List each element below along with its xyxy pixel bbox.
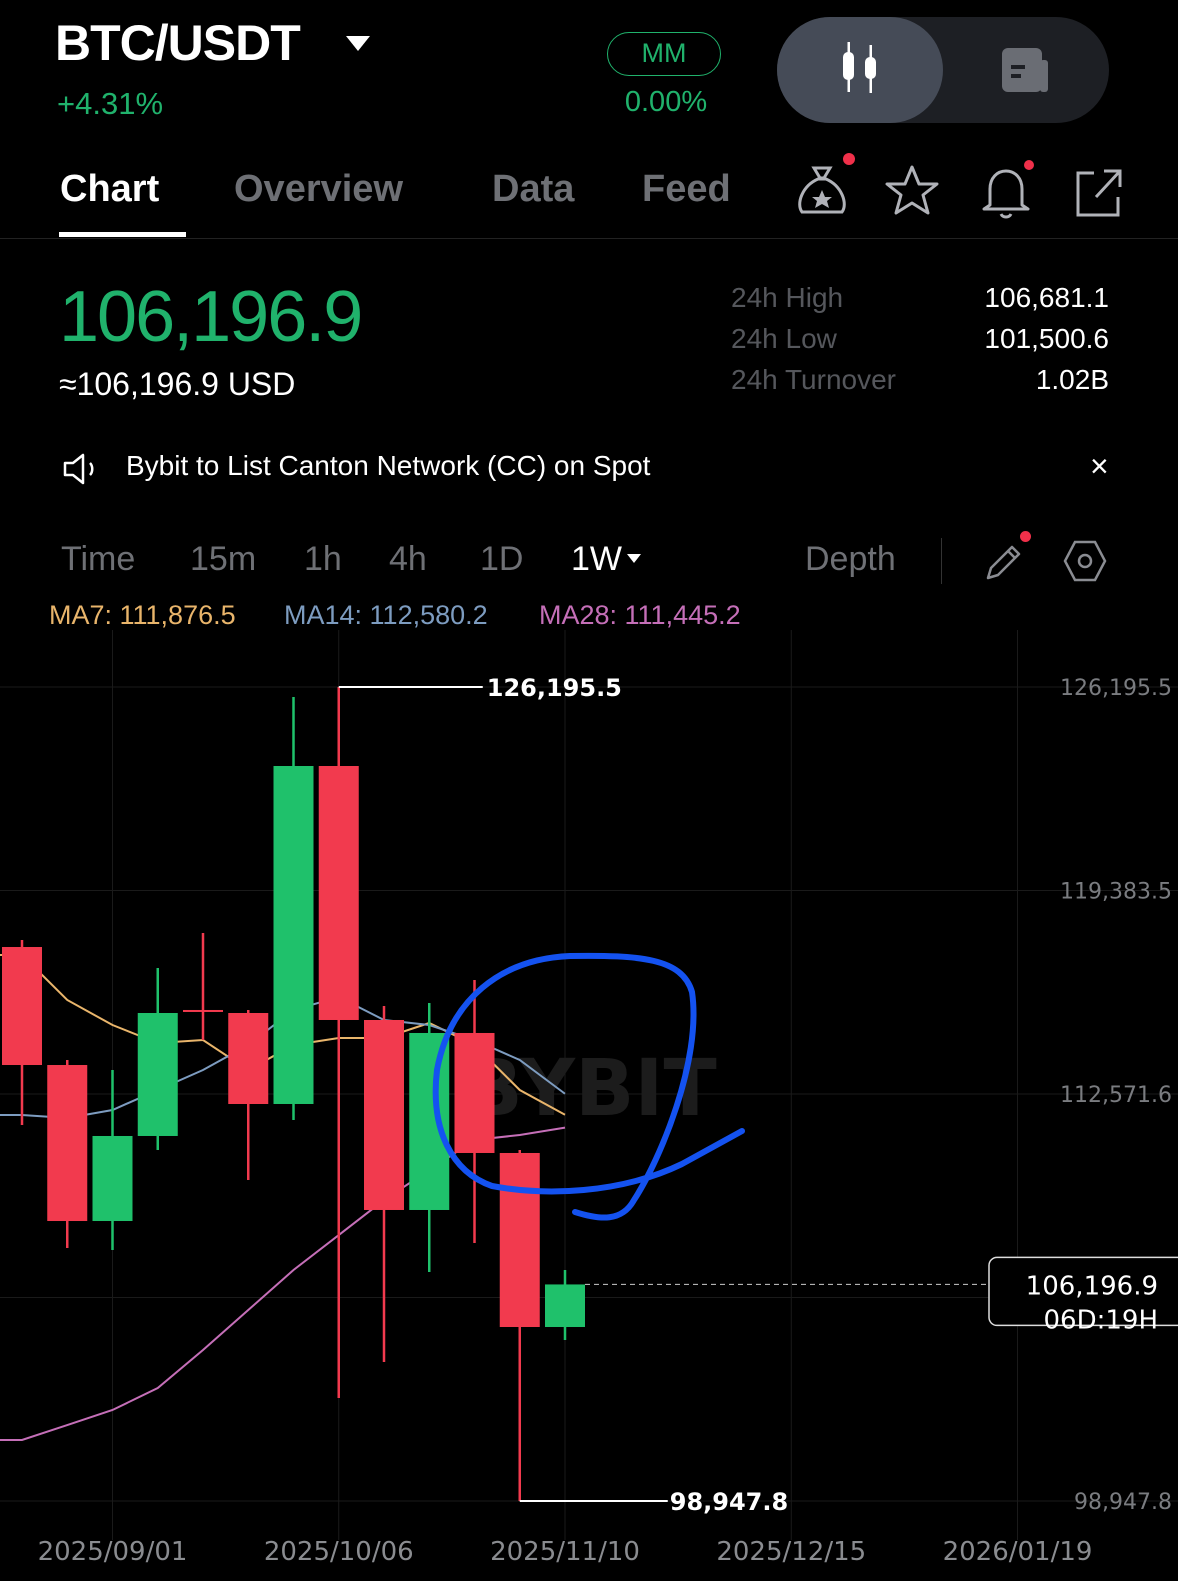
x-axis-tick: 2025/09/01 xyxy=(38,1537,188,1567)
candlestick-icon xyxy=(843,42,876,93)
bybit-watermark: BYBIT xyxy=(463,1044,716,1134)
interval-1h[interactable]: 1h xyxy=(304,540,342,578)
y-axis-tick: 98,947.8 xyxy=(1074,1490,1172,1515)
settings-hexagon-icon xyxy=(1063,540,1107,582)
drawing-tool-button[interactable] xyxy=(982,540,1026,589)
share-button[interactable] xyxy=(1070,165,1126,226)
tab-overview[interactable]: Overview xyxy=(234,168,403,210)
mm-badge[interactable]: MM xyxy=(607,32,721,76)
interval-time[interactable]: Time xyxy=(61,540,136,578)
low-marker-label: 98,947.8 xyxy=(670,1488,788,1516)
candle-body xyxy=(318,766,359,1020)
ma7-legend: MA7: 111,876.5 xyxy=(49,600,236,630)
alert-button[interactable] xyxy=(978,163,1034,226)
stat-label-24h-low: 24h Low xyxy=(731,323,837,354)
x-axis-tick: 2025/12/15 xyxy=(716,1537,866,1567)
tab-chart[interactable]: Chart xyxy=(60,168,160,210)
interval-1w[interactable]: 1W xyxy=(571,540,622,578)
interval-dropdown-caret-icon[interactable] xyxy=(627,554,641,563)
candle-body xyxy=(92,1135,133,1222)
candlestick-chart[interactable]: BYBIT 126,195.598,947.8106,196.906D:19H … xyxy=(0,630,1178,1581)
usd-price: ≈106,196.9 USD xyxy=(59,366,296,402)
close-announcement-icon[interactable]: × xyxy=(1090,448,1109,484)
x-axis-tick: 2025/11/10 xyxy=(490,1537,640,1567)
reward-notification-dot xyxy=(843,153,855,165)
stat-value-24h-high: 106,681.1 xyxy=(984,282,1109,313)
candle-body xyxy=(273,766,314,1104)
drawing-notification-dot xyxy=(1020,531,1031,542)
pencil-icon xyxy=(986,545,1021,580)
alert-notification-dot xyxy=(1024,160,1034,170)
tab-data[interactable]: Data xyxy=(492,168,575,210)
reward-button[interactable] xyxy=(794,160,850,225)
speaker-icon xyxy=(62,452,98,491)
mm-value: 0.00% xyxy=(624,86,708,118)
x-axis-tick: 2025/10/06 xyxy=(264,1537,414,1567)
last-price: 106,196.9 xyxy=(59,277,363,357)
candle-body xyxy=(2,947,42,1066)
star-icon xyxy=(885,165,939,215)
candle-body xyxy=(137,1012,178,1136)
hand-drawn-annotation-circle xyxy=(432,952,745,1221)
countdown-label: 06D:19H xyxy=(1044,1305,1159,1335)
candle-body xyxy=(228,1012,269,1104)
candle-body xyxy=(545,1284,585,1328)
stat-label-24h-high: 24h High xyxy=(731,282,844,313)
favorite-button[interactable] xyxy=(884,163,940,224)
tab-divider xyxy=(0,238,1178,239)
high-marker-label: 126,195.5 xyxy=(487,674,622,702)
interval-4h[interactable]: 4h xyxy=(389,540,427,578)
ma28-legend: MA28: 111,445.2 xyxy=(539,600,741,630)
announcement-text[interactable]: Bybit to List Canton Network (CC) on Spo… xyxy=(126,450,651,481)
x-axis-tick: 2026/01/19 xyxy=(943,1537,1093,1567)
y-axis-tick: 112,571.6 xyxy=(1060,1083,1172,1108)
depth-button[interactable]: Depth xyxy=(805,540,896,578)
interval-15m[interactable]: 15m xyxy=(190,540,257,578)
interval-1d[interactable]: 1D xyxy=(480,540,524,578)
share-icon xyxy=(1076,169,1122,217)
current-price-box xyxy=(988,1256,1178,1327)
y-axis-tick: 119,383.5 xyxy=(1060,880,1172,905)
y-axis-tick: 126,195.5 xyxy=(1060,676,1172,701)
candle-body xyxy=(454,1032,495,1153)
candle-body xyxy=(183,1009,223,1012)
document-view-button[interactable] xyxy=(1000,46,1050,101)
candle-body xyxy=(364,1019,404,1210)
candle-body xyxy=(47,1065,88,1222)
candle-body xyxy=(499,1152,540,1328)
trading-pair-title[interactable]: BTC/USDT xyxy=(55,15,301,71)
stat-label-24h-turnover: 24h Turnover xyxy=(731,364,896,395)
bell-icon xyxy=(982,169,1030,219)
stat-value-24h-turnover: 1.02B xyxy=(1035,364,1109,395)
document-icon xyxy=(1002,48,1048,92)
toolbar-divider xyxy=(941,538,942,584)
current-price-label: 106,196.9 xyxy=(1026,1271,1158,1301)
stat-value-24h-low: 101,500.6 xyxy=(984,323,1109,354)
price-change-percent: +4.31% xyxy=(57,86,164,121)
active-tab-underline xyxy=(59,232,186,237)
reward-bag-icon xyxy=(798,166,846,214)
pair-dropdown-caret-icon[interactable] xyxy=(346,36,370,51)
ma14-legend: MA14: 112,580.2 xyxy=(284,600,488,630)
candlestick-view-button[interactable] xyxy=(777,17,943,123)
chart-settings-button[interactable] xyxy=(1062,538,1108,589)
candle-body xyxy=(409,1032,450,1210)
tab-feed[interactable]: Feed xyxy=(642,168,731,210)
